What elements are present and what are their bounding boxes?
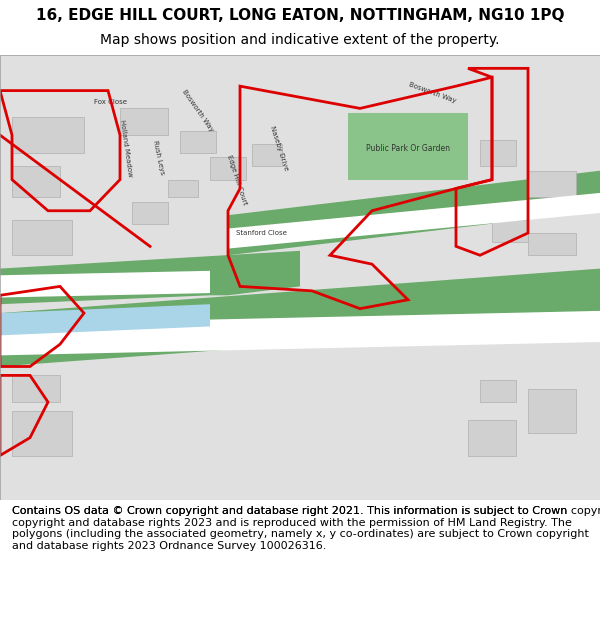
Text: Naseby Drive: Naseby Drive [269, 126, 289, 171]
Bar [12, 118, 84, 153]
Bar [492, 219, 528, 242]
Bar [528, 171, 576, 198]
Text: Fox Close: Fox Close [95, 99, 128, 105]
Bar [12, 166, 60, 198]
Text: 16, EDGE HILL COURT, LONG EATON, NOTTINGHAM, NG10 1PQ: 16, EDGE HILL COURT, LONG EATON, NOTTING… [36, 8, 564, 23]
Bar [180, 131, 216, 153]
Bar [12, 219, 72, 255]
Polygon shape [228, 171, 600, 255]
Text: Edge Hill Court: Edge Hill Court [226, 154, 248, 206]
Polygon shape [0, 269, 600, 366]
Bar [528, 389, 576, 433]
Bar [210, 158, 246, 179]
Polygon shape [0, 304, 210, 336]
Bar [480, 380, 516, 402]
Polygon shape [0, 251, 300, 304]
Text: Contains OS data © Crown copyright and database right 2021. This information is : Contains OS data © Crown copyright and d… [12, 506, 589, 551]
Bar [12, 376, 60, 402]
Text: Public Park Or Garden: Public Park Or Garden [366, 144, 450, 153]
Polygon shape [228, 193, 600, 249]
Text: Bosworth Way: Bosworth Way [407, 81, 457, 104]
Text: Contains OS data © Crown copyright and database right 2021. This information is : Contains OS data © Crown copyright and d… [12, 506, 600, 516]
Text: Bosworth Way: Bosworth Way [181, 89, 215, 132]
Bar [528, 233, 576, 255]
Bar [168, 179, 198, 198]
Bar [468, 420, 516, 456]
Text: Holland Meadow: Holland Meadow [119, 119, 133, 178]
Text: Stanford Close: Stanford Close [236, 230, 286, 236]
Polygon shape [0, 271, 210, 298]
Bar [120, 108, 168, 135]
Text: Rush Leys: Rush Leys [152, 139, 166, 175]
Bar [12, 411, 72, 456]
Bar [348, 113, 468, 179]
Polygon shape [0, 311, 600, 356]
Bar [252, 144, 282, 166]
Text: Map shows position and indicative extent of the property.: Map shows position and indicative extent… [100, 32, 500, 47]
Bar [132, 202, 168, 224]
Bar [480, 139, 516, 166]
